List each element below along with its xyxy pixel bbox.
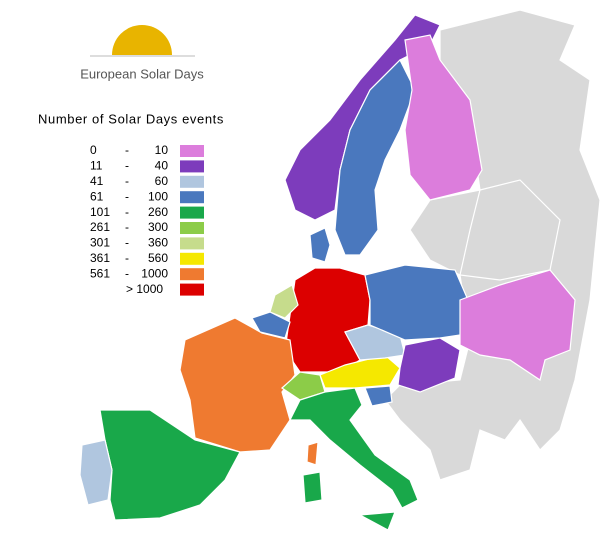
italy xyxy=(289,387,419,509)
legend-separator: - xyxy=(125,159,129,173)
sweden xyxy=(334,58,416,256)
russia-north xyxy=(459,179,561,281)
legend-from: 261 xyxy=(90,220,110,234)
sicily xyxy=(357,511,396,531)
legend-to: 260 xyxy=(148,205,168,219)
legend-separator: - xyxy=(125,189,129,203)
legend-from: 41 xyxy=(90,174,104,188)
legend-to: 1000 xyxy=(141,266,168,280)
legend-swatch xyxy=(180,237,204,250)
legend-from: 561 xyxy=(90,266,110,280)
legend-separator: - xyxy=(125,205,129,219)
legend-separator: - xyxy=(125,251,129,265)
legend-separator: - xyxy=(125,174,129,188)
sardinia xyxy=(302,471,323,504)
denmark xyxy=(309,227,331,263)
legend-to: 100 xyxy=(148,189,168,203)
hungary xyxy=(397,337,461,393)
legend-to: 10 xyxy=(155,143,169,157)
legend-from: 0 xyxy=(90,143,97,157)
belgium xyxy=(251,311,291,339)
legend-from: 361 xyxy=(90,251,110,265)
legend-title: Number of Solar Days events xyxy=(38,111,224,126)
legend-from: 101 xyxy=(90,205,110,219)
legend-swatch xyxy=(180,283,204,296)
finland xyxy=(404,34,483,201)
switzerland xyxy=(281,371,326,401)
legend-to: 60 xyxy=(155,174,169,188)
legend-swatch xyxy=(180,175,204,188)
legend-to: 40 xyxy=(155,159,169,173)
corsica xyxy=(306,441,319,466)
logo: European Solar Days xyxy=(80,25,204,81)
legend-to: 360 xyxy=(148,236,168,250)
portugal xyxy=(79,439,113,506)
logo-text: European Solar Days xyxy=(80,66,204,81)
austria xyxy=(319,354,401,389)
legend-from: 301 xyxy=(90,236,110,250)
legend-from: 61 xyxy=(90,189,104,203)
legend-to: 560 xyxy=(148,251,168,265)
legend-separator: - xyxy=(125,220,129,234)
legend-swatch xyxy=(180,145,204,157)
legend-swatch xyxy=(180,206,204,219)
legend: 0 - 10 11 - 40 41 - 60 61 - 100 101 - 260 261 - 300 301 - 36… xyxy=(90,143,204,296)
legend-swatch xyxy=(180,160,204,173)
legend-swatch xyxy=(180,191,204,204)
poland xyxy=(364,264,469,341)
logo-sun xyxy=(112,25,172,55)
legend-swatch xyxy=(180,268,204,281)
map-shapes xyxy=(79,9,601,531)
legend-label: > 1000 xyxy=(126,282,163,296)
legend-from: 11 xyxy=(90,159,103,173)
france xyxy=(179,317,296,453)
legend-separator: - xyxy=(125,143,129,157)
legend-separator: - xyxy=(125,236,129,250)
ukraine xyxy=(459,269,576,381)
slovenia xyxy=(364,385,393,407)
netherlands xyxy=(269,284,299,319)
legend-swatch xyxy=(180,252,204,265)
legend-separator: - xyxy=(125,266,129,280)
legend-swatch xyxy=(180,222,204,234)
germany xyxy=(284,267,371,373)
legend-to: 300 xyxy=(148,220,168,234)
